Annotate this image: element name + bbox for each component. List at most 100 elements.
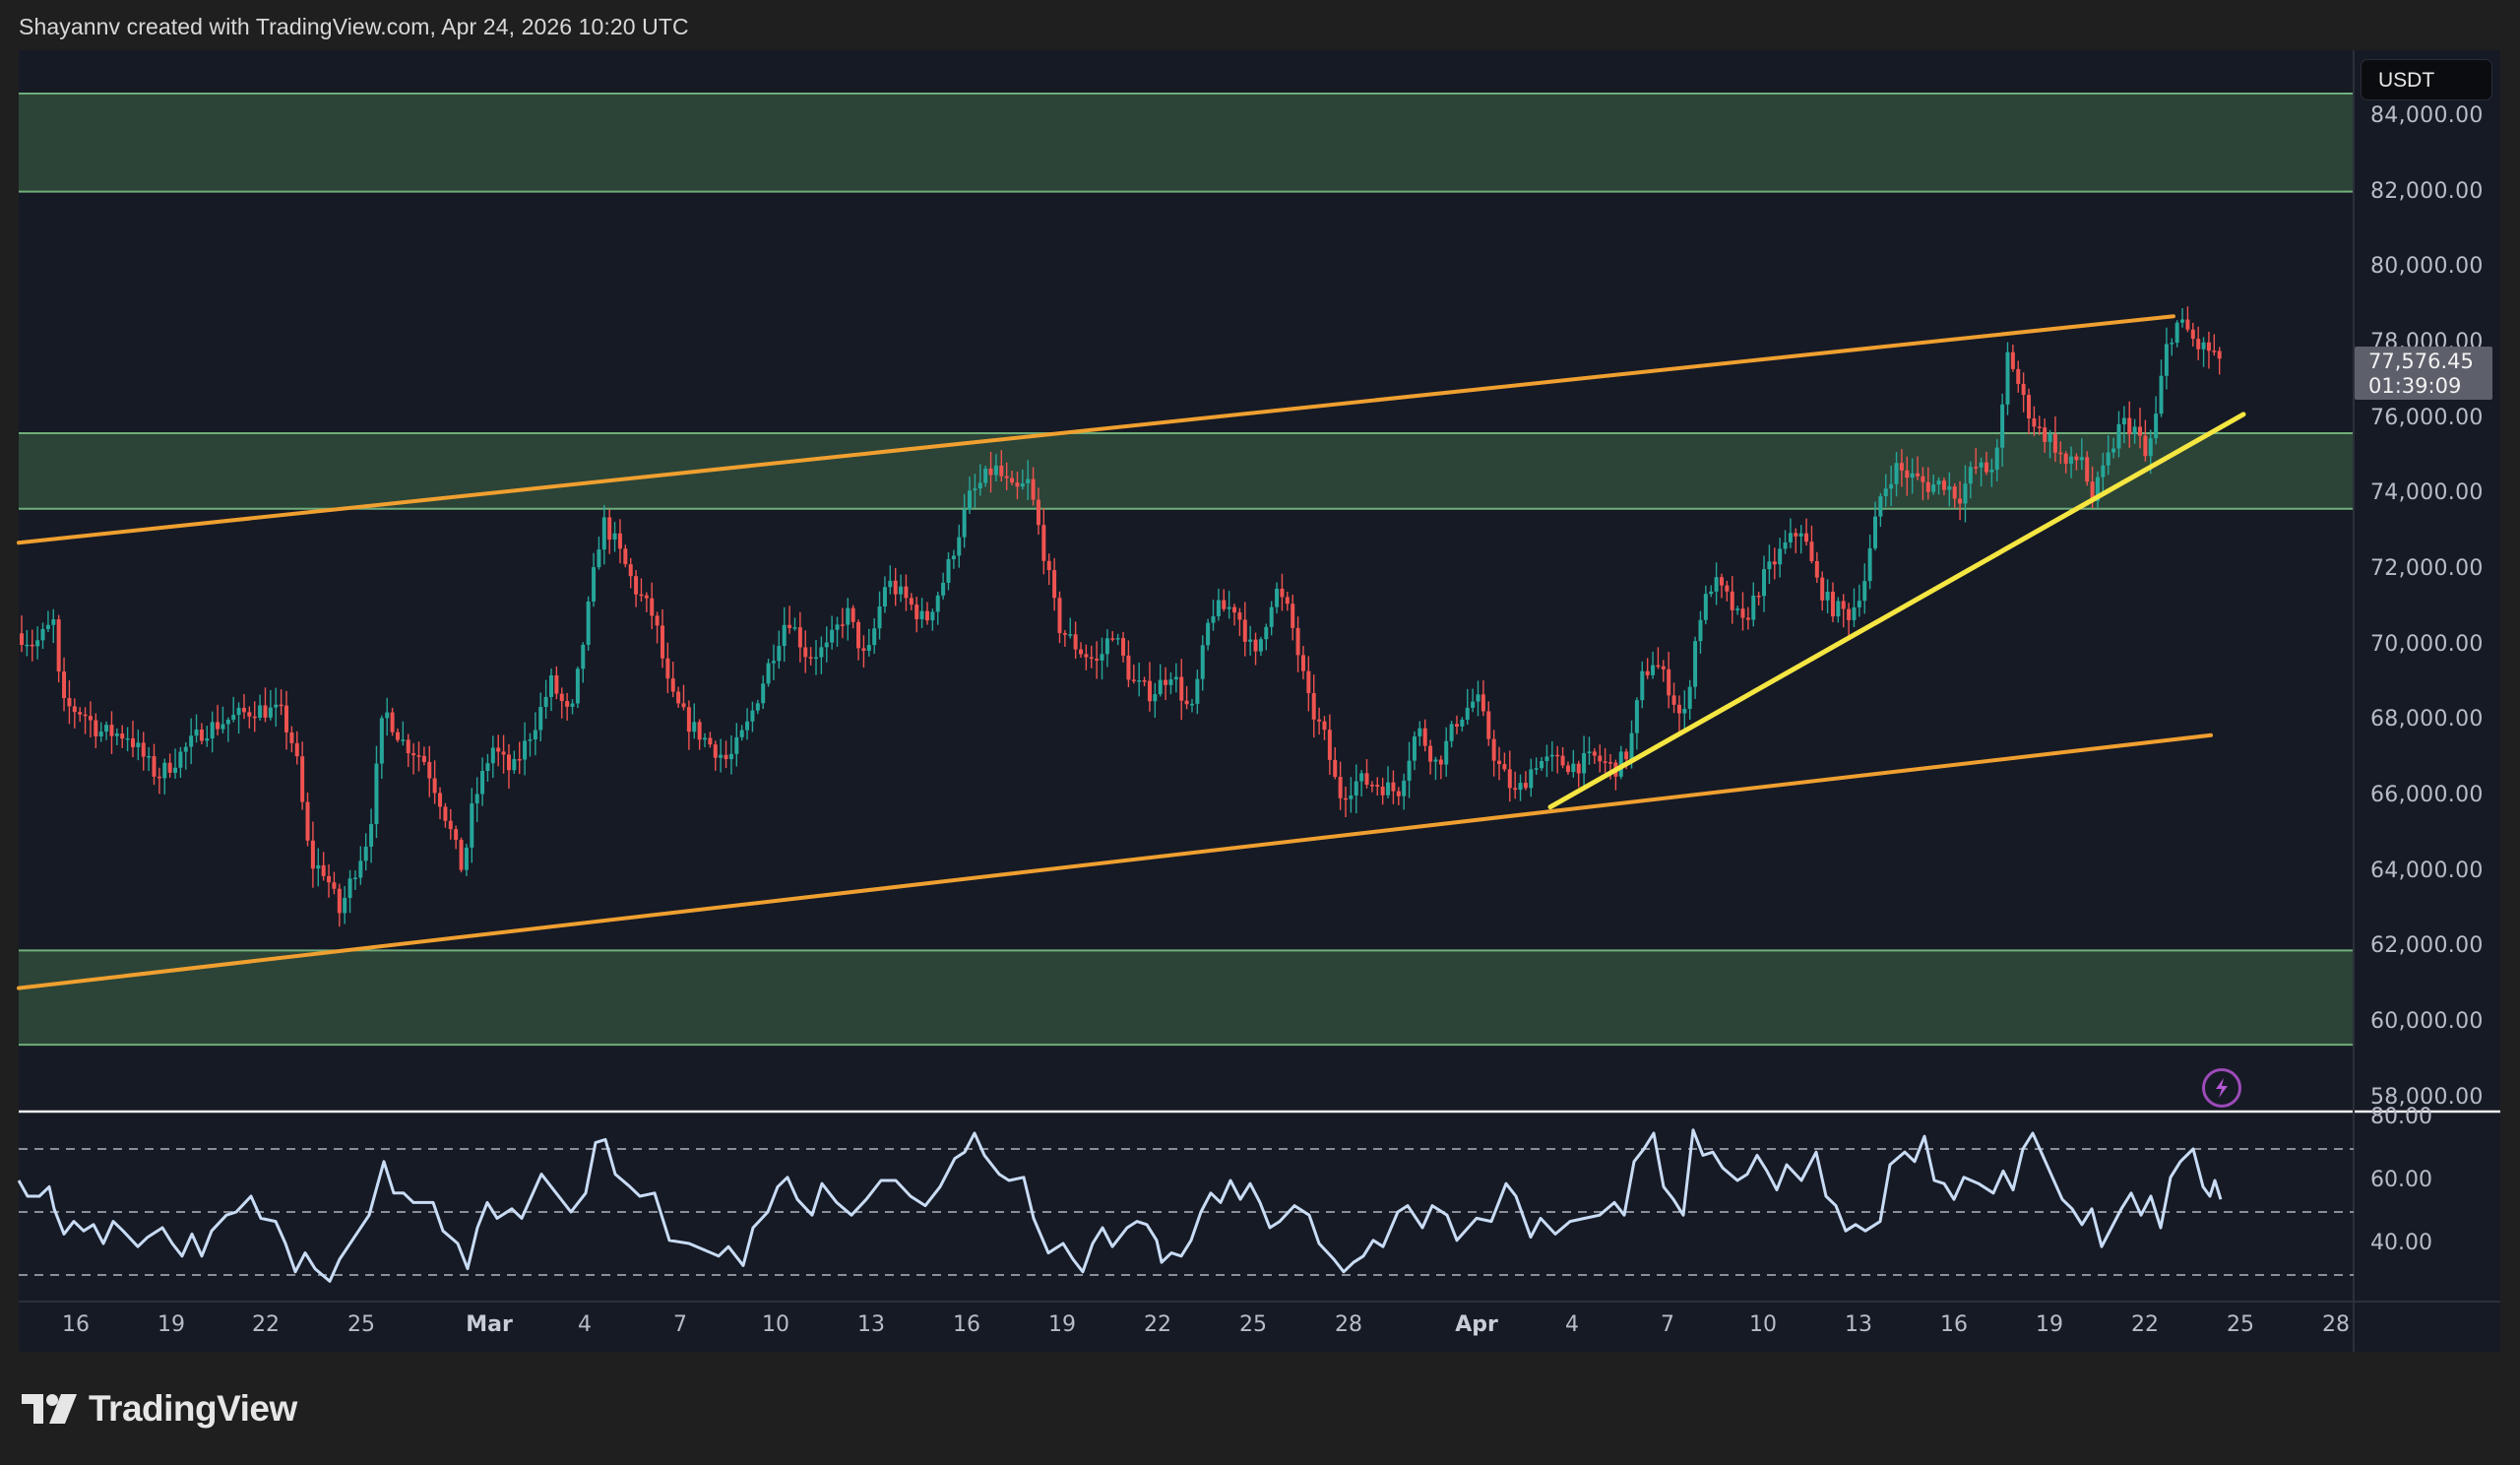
candle-body[interactable]	[968, 490, 973, 510]
candle-body[interactable]	[2148, 438, 2153, 457]
candle-body[interactable]	[1894, 463, 1899, 484]
candle-body[interactable]	[1661, 666, 1666, 669]
candle-body[interactable]	[1428, 745, 1433, 762]
candle-body[interactable]	[728, 753, 733, 760]
candle-body[interactable]	[1402, 780, 1407, 796]
candle-body[interactable]	[1333, 759, 1338, 778]
candle-body[interactable]	[1640, 670, 1645, 701]
candle-body[interactable]	[205, 738, 210, 741]
candle-body[interactable]	[856, 621, 861, 649]
candle-body[interactable]	[1248, 639, 1253, 642]
candle-body[interactable]	[919, 610, 924, 619]
candle-body[interactable]	[1036, 499, 1040, 526]
candle-body[interactable]	[1730, 591, 1734, 610]
candle-body[interactable]	[523, 740, 528, 760]
candle-body[interactable]	[25, 644, 30, 647]
candle-body[interactable]	[1391, 782, 1396, 792]
candle-body[interactable]	[1486, 711, 1491, 739]
candle-body[interactable]	[352, 877, 357, 879]
candle-body[interactable]	[1830, 591, 1835, 617]
candle-body[interactable]	[379, 718, 384, 764]
candle-body[interactable]	[1814, 560, 1819, 578]
candle-body[interactable]	[1269, 606, 1274, 627]
candle-body[interactable]	[236, 707, 241, 716]
candle-body[interactable]	[745, 721, 750, 731]
candle-body[interactable]	[846, 607, 850, 625]
candle-body[interactable]	[1491, 738, 1496, 761]
candle-body[interactable]	[644, 595, 649, 599]
candle-body[interactable]	[1216, 600, 1221, 616]
candle-body[interactable]	[268, 707, 273, 718]
candle-body[interactable]	[993, 465, 998, 476]
alert-lightning-icon[interactable]	[2202, 1068, 2241, 1108]
candle-body[interactable]	[1327, 730, 1332, 760]
candle-body[interactable]	[385, 712, 390, 719]
candle-body[interactable]	[183, 746, 188, 752]
candle-body[interactable]	[1544, 756, 1549, 762]
candle-body[interactable]	[506, 754, 511, 771]
candle-body[interactable]	[1687, 686, 1692, 710]
candle-body[interactable]	[2154, 414, 2159, 439]
candle-body[interactable]	[1862, 581, 1867, 602]
candle-body[interactable]	[1719, 577, 1724, 586]
candle-body[interactable]	[1910, 473, 1915, 478]
candle-body[interactable]	[1295, 627, 1300, 656]
candle-body[interactable]	[485, 763, 490, 771]
candle-body[interactable]	[676, 691, 681, 704]
candle-body[interactable]	[2021, 383, 2026, 396]
candle-body[interactable]	[1523, 783, 1528, 789]
candle-body[interactable]	[877, 606, 882, 629]
candle-body[interactable]	[1979, 462, 1984, 468]
candle-body[interactable]	[464, 847, 469, 870]
candle-body[interactable]	[220, 724, 225, 730]
candle-body[interactable]	[258, 705, 263, 719]
candle-body[interactable]	[1767, 561, 1772, 570]
candle-body[interactable]	[755, 703, 760, 711]
candle-body[interactable]	[1057, 598, 1062, 634]
candle-body[interactable]	[2111, 448, 2116, 453]
candle-body[interactable]	[1582, 752, 1587, 774]
candle-body[interactable]	[592, 567, 597, 602]
candle-body[interactable]	[999, 465, 1004, 477]
candle-body[interactable]	[1549, 754, 1554, 757]
candle-body[interactable]	[2048, 433, 2052, 442]
candle-body[interactable]	[1433, 759, 1438, 762]
candle-body[interactable]	[167, 762, 172, 773]
candle-body[interactable]	[1825, 591, 1830, 601]
candle-body[interactable]	[909, 598, 914, 605]
candle-body[interactable]	[147, 756, 152, 758]
candle-body[interactable]	[421, 755, 426, 762]
candle-body[interactable]	[533, 730, 537, 740]
candle-body[interactable]	[724, 754, 728, 760]
candle-body[interactable]	[496, 747, 501, 752]
candle-body[interactable]	[1725, 585, 1730, 592]
candle-body[interactable]	[1751, 596, 1756, 620]
candle-body[interactable]	[289, 732, 294, 743]
candle-body[interactable]	[284, 705, 288, 732]
candle-body[interactable]	[1873, 516, 1877, 548]
candle-body[interactable]	[782, 624, 787, 647]
candle-body[interactable]	[152, 756, 157, 777]
candle-body[interactable]	[1158, 679, 1163, 695]
candle-body[interactable]	[2185, 319, 2190, 330]
candle-body[interactable]	[719, 754, 724, 758]
candle-body[interactable]	[586, 601, 591, 645]
candle-body[interactable]	[40, 628, 45, 641]
candle-body[interactable]	[1502, 764, 1507, 770]
candle-body[interactable]	[1916, 473, 1921, 477]
candle-body[interactable]	[1184, 700, 1189, 705]
candle-body[interactable]	[78, 712, 83, 715]
candle-body[interactable]	[1237, 612, 1242, 620]
candle-body[interactable]	[136, 742, 141, 747]
candle-body[interactable]	[51, 619, 56, 625]
candle-body[interactable]	[639, 594, 644, 597]
candle-body[interactable]	[1396, 791, 1401, 796]
candle-body[interactable]	[575, 669, 580, 704]
candle-body[interactable]	[1878, 496, 1883, 517]
candle-body[interactable]	[1189, 703, 1194, 706]
candle-body[interactable]	[1804, 533, 1809, 542]
candle-body[interactable]	[1306, 670, 1311, 693]
candle-body[interactable]	[830, 629, 835, 643]
candle-body[interactable]	[977, 482, 982, 489]
candle-body[interactable]	[2027, 395, 2032, 418]
